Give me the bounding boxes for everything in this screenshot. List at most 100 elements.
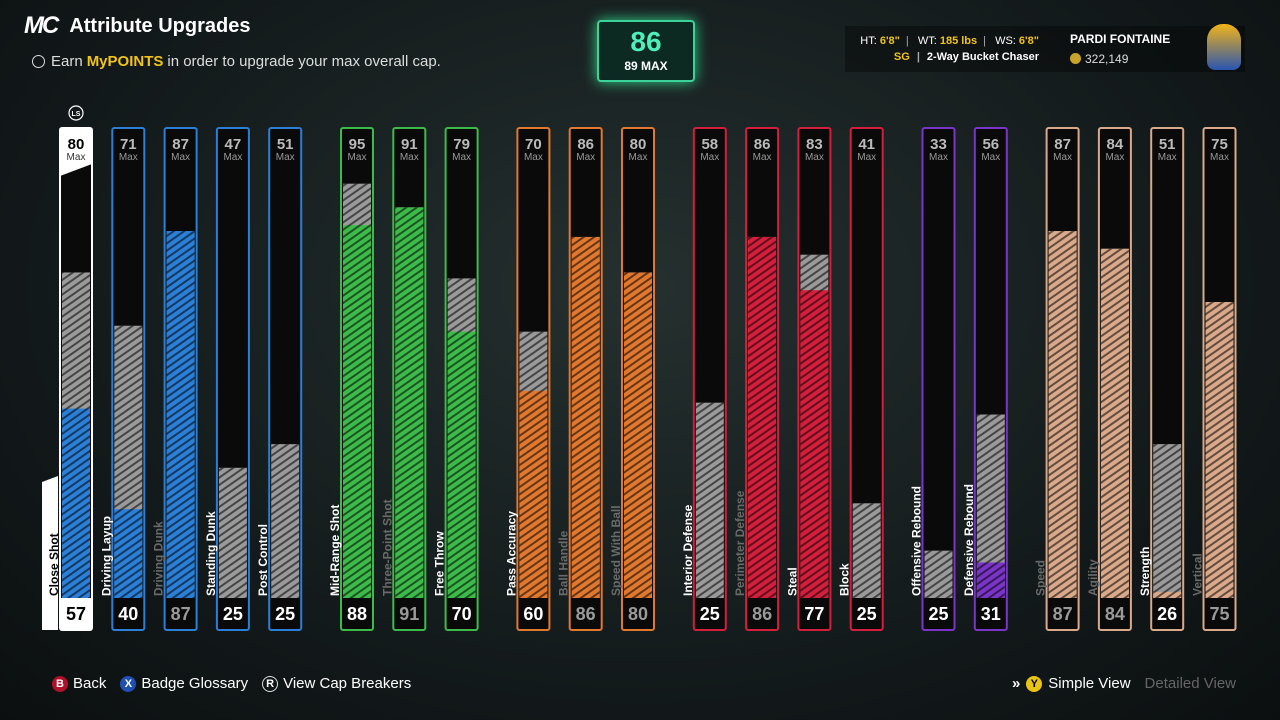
- max-label: Max: [700, 152, 719, 163]
- subtitle: Earn MyPOINTS in order to upgrade your m…: [32, 53, 441, 70]
- info-icon: [32, 55, 45, 68]
- attribute-name: Vertical: [1191, 553, 1205, 596]
- current-value: 70: [452, 604, 472, 624]
- overall-max: 89 MAX: [624, 59, 668, 73]
- max-value: 51: [277, 136, 294, 153]
- hatch: [271, 444, 300, 598]
- current-value: 91: [399, 604, 419, 624]
- attribute-name: Agility: [1086, 559, 1100, 596]
- player-name: PARDI FONTAINE: [1070, 32, 1171, 46]
- page-title: Attribute Upgrades: [69, 14, 251, 37]
- hatch: [748, 236, 777, 598]
- hatch: [519, 331, 548, 598]
- current-value: 25: [275, 604, 295, 624]
- attribute-name: Driving Dunk: [152, 521, 166, 596]
- current-value: 25: [928, 604, 948, 624]
- max-value: 91: [401, 136, 418, 153]
- max-label: Max: [1053, 152, 1072, 163]
- back-button[interactable]: B Back: [52, 675, 106, 692]
- current-value: 60: [523, 604, 543, 624]
- hatch: [1205, 302, 1234, 598]
- hatch: [1153, 444, 1182, 598]
- max-value: 83: [806, 136, 823, 153]
- max-value: 41: [858, 136, 875, 153]
- max-value: 51: [1159, 136, 1176, 153]
- hatch: [852, 503, 881, 598]
- bio-value: 185 lbs: [939, 35, 978, 47]
- max-label: Max: [400, 152, 419, 163]
- hatch: [447, 278, 476, 598]
- attribute-name: Steal: [785, 567, 799, 596]
- current-value: 40: [118, 604, 138, 624]
- max-label: Max: [576, 152, 595, 163]
- view-toggle: » Y Simple View Detailed View: [1011, 675, 1236, 692]
- player-bio: HT: 6'8" | WT: 185 lbs | WS: 6'8": [860, 35, 1039, 47]
- hatch: [62, 272, 90, 598]
- selector-hint: LS: [72, 111, 81, 118]
- max-value: 95: [349, 136, 366, 153]
- overall-value: 86: [630, 26, 662, 57]
- current-value: 25: [223, 604, 243, 624]
- overall-box: 86 89 MAX: [597, 20, 695, 82]
- footer-buttons: B Back X Badge Glossary R View Cap Breakers: [52, 675, 411, 692]
- current-value: 57: [66, 604, 86, 624]
- simple-view[interactable]: Simple View: [1048, 675, 1131, 692]
- attribute-name: Free Throw: [433, 531, 447, 596]
- max-label: Max: [171, 152, 190, 163]
- attribute-name: Defensive Rebound: [962, 484, 976, 596]
- logo: MC: [24, 12, 59, 39]
- vc-balance: 322,149: [1069, 52, 1129, 66]
- current-value: 77: [804, 604, 824, 624]
- max-label: Max: [223, 152, 242, 163]
- hatch: [924, 550, 953, 598]
- hatch: [571, 236, 600, 598]
- max-value: 80: [630, 136, 647, 153]
- bio-value: 6'8": [879, 35, 900, 47]
- current-value: 86: [576, 604, 596, 624]
- attribute-name: Speed: [1034, 560, 1048, 596]
- hatch: [800, 254, 829, 598]
- key-icon: B: [52, 675, 68, 692]
- subtitle-highlight: MyPOINTS: [86, 53, 164, 70]
- max-value: 56: [982, 136, 999, 153]
- current-value: 25: [700, 604, 720, 624]
- max-value: 87: [1054, 136, 1071, 153]
- attribute-name: Pass Accuracy: [504, 511, 518, 596]
- bio-label: WT:: [917, 35, 937, 47]
- max-value: 47: [225, 136, 242, 153]
- max-value: 86: [577, 136, 594, 153]
- detailed-view[interactable]: Detailed View: [1144, 675, 1236, 692]
- hatch: [695, 402, 724, 598]
- max-label: Max: [67, 152, 86, 163]
- cap-breakers-button[interactable]: R View Cap Breakers: [262, 675, 411, 692]
- max-value: 70: [525, 136, 542, 153]
- attribute-name: Interior Defense: [681, 504, 695, 596]
- attribute-name: Block: [838, 563, 852, 596]
- header: MC Attribute Upgrades: [24, 12, 250, 40]
- hatch: [1100, 248, 1129, 598]
- glossary-button[interactable]: X Badge Glossary: [120, 675, 248, 692]
- max-label: Max: [452, 152, 471, 163]
- bio-value: 6'8": [1018, 35, 1039, 47]
- attribute-name: Standing Dunk: [204, 511, 218, 596]
- key-icon: R: [262, 675, 279, 692]
- max-label: Max: [629, 152, 648, 163]
- bio-label: WS:: [995, 35, 1016, 47]
- player-avatar: [1207, 24, 1241, 70]
- selector-icon: [68, 105, 84, 121]
- max-label: Max: [1210, 152, 1229, 163]
- max-label: Max: [1158, 152, 1177, 163]
- button-label: Badge Glossary: [141, 675, 249, 692]
- attribute-name: Offensive Rebound: [910, 486, 924, 596]
- max-value: 58: [701, 136, 718, 153]
- selected-name-box: [42, 476, 58, 630]
- attribute-name: Post Control: [256, 524, 270, 596]
- max-label: Max: [805, 152, 824, 163]
- selected-bottom: [60, 598, 92, 630]
- max-label: Max: [348, 152, 367, 163]
- hatch: [114, 325, 143, 598]
- selected-top: [60, 128, 92, 176]
- max-value: 33: [930, 136, 947, 153]
- max-value: 84: [1107, 136, 1124, 153]
